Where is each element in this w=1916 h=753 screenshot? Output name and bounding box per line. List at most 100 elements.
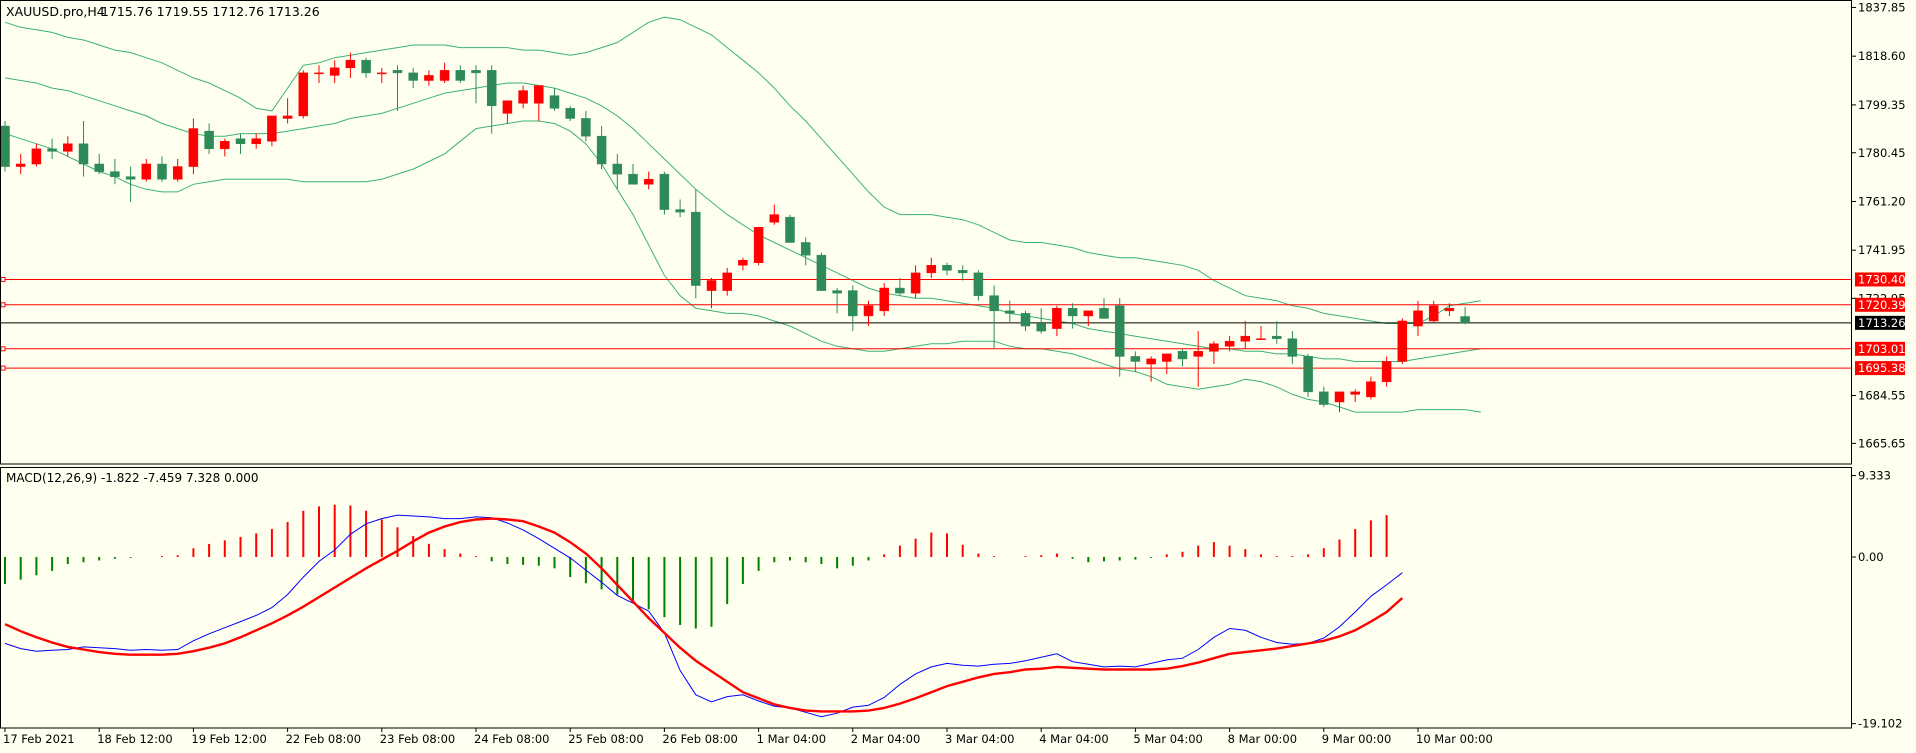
candle-body[interactable] [502,100,513,114]
candle-body[interactable] [1444,308,1455,312]
candle-body[interactable] [1381,361,1392,382]
candle-body[interactable] [1052,308,1062,329]
candle-body[interactable] [534,85,544,104]
candle-body[interactable] [1067,308,1078,317]
candle-body[interactable] [1130,356,1141,362]
candle-body[interactable] [910,272,921,294]
candle-body[interactable] [549,95,560,109]
candle-body[interactable] [1146,358,1156,365]
level-anchor-handle[interactable] [0,365,6,371]
candle-body[interactable] [1240,335,1251,342]
candle-body[interactable] [345,59,356,69]
candle-body[interactable] [659,173,670,210]
candle-body[interactable] [282,115,293,119]
candle-body[interactable] [722,272,732,291]
candle-body[interactable] [1209,343,1219,352]
candle-body[interactable] [204,130,214,150]
candle-body[interactable] [267,115,277,142]
candle-body[interactable] [675,209,685,213]
candle-body[interactable] [424,75,434,81]
candle-body[interactable] [989,295,999,312]
candle-body[interactable] [1020,313,1031,327]
candle-body[interactable] [1193,351,1203,357]
candle-body[interactable] [565,108,575,119]
level-anchor-handle[interactable] [0,276,6,282]
candle-body[interactable] [1460,316,1470,324]
candle-body[interactable] [377,72,387,75]
candle-body[interactable] [471,70,481,74]
candle-body[interactable] [31,148,42,165]
candle-body[interactable] [1350,391,1360,395]
candle-body[interactable] [691,211,701,286]
price-panel[interactable] [0,16,1852,413]
candle-body[interactable] [957,270,968,274]
candle-body[interactable] [392,70,403,74]
candle-body[interactable] [879,287,889,312]
candle-body[interactable] [63,143,73,152]
candle-body[interactable] [518,90,528,104]
candle-body[interactable] [1005,310,1015,314]
candle-body[interactable] [408,72,418,81]
candle-body[interactable] [361,59,371,74]
candle-body[interactable] [1177,351,1188,360]
macd-panel[interactable] [4,504,1404,718]
candle-body[interactable] [1224,340,1235,347]
candle-body[interactable] [298,72,309,117]
level-anchor-handle[interactable] [0,346,6,352]
candle-body[interactable] [1271,335,1282,339]
candle-body[interactable] [973,272,984,296]
candle-body[interactable] [235,138,246,145]
candle-body[interactable] [439,70,450,81]
candle-body[interactable] [738,259,748,266]
candle-body[interactable] [188,128,199,167]
candle-body[interactable] [863,305,874,317]
candle-body[interactable] [1413,310,1423,327]
candle-body[interactable] [628,173,638,185]
candle-body[interactable] [612,163,623,175]
candle-body[interactable] [251,138,261,145]
candle-body[interactable] [769,214,780,223]
candle-body[interactable] [1319,391,1329,405]
candle-body[interactable] [110,171,120,177]
candle-body[interactable] [78,143,89,165]
candle-body[interactable] [848,290,858,317]
candle-body[interactable] [785,216,795,243]
candle-body[interactable] [314,72,324,75]
candle-body[interactable] [895,287,905,294]
candle-body[interactable] [455,70,466,81]
candle-body[interactable] [1334,391,1345,403]
candle-body[interactable] [486,70,497,107]
candle-body[interactable] [1366,381,1376,398]
candle-body[interactable] [1114,305,1125,357]
candle-body[interactable] [1099,308,1109,319]
candle-body[interactable] [15,163,26,167]
candle-body[interactable] [581,118,591,137]
candle-body[interactable] [329,67,340,76]
candle-body[interactable] [47,148,57,152]
candle-body[interactable] [816,254,827,291]
candle-body[interactable] [1287,338,1298,357]
candle-body[interactable] [1036,323,1046,332]
candle-body[interactable] [0,125,10,167]
candle-body[interactable] [706,280,717,291]
candle-body[interactable] [157,163,167,180]
candle-body[interactable] [125,176,136,180]
candle-body[interactable] [942,265,952,271]
candle-body[interactable] [172,166,183,180]
candle-body[interactable] [1256,338,1266,340]
candle-body[interactable] [220,140,230,150]
candle-body[interactable] [596,135,607,165]
candle-body[interactable] [1397,320,1408,362]
candle-body[interactable] [832,290,842,294]
candle-body[interactable] [1303,356,1313,393]
candle-body[interactable] [753,227,764,263]
level-anchor-handle[interactable] [0,302,6,308]
candle-body[interactable] [141,163,152,180]
candle-body[interactable] [94,163,104,172]
candle-body[interactable] [643,178,654,185]
candle-body[interactable] [1162,353,1172,362]
candle-body[interactable] [1428,305,1439,322]
candle-body[interactable] [1083,310,1094,317]
